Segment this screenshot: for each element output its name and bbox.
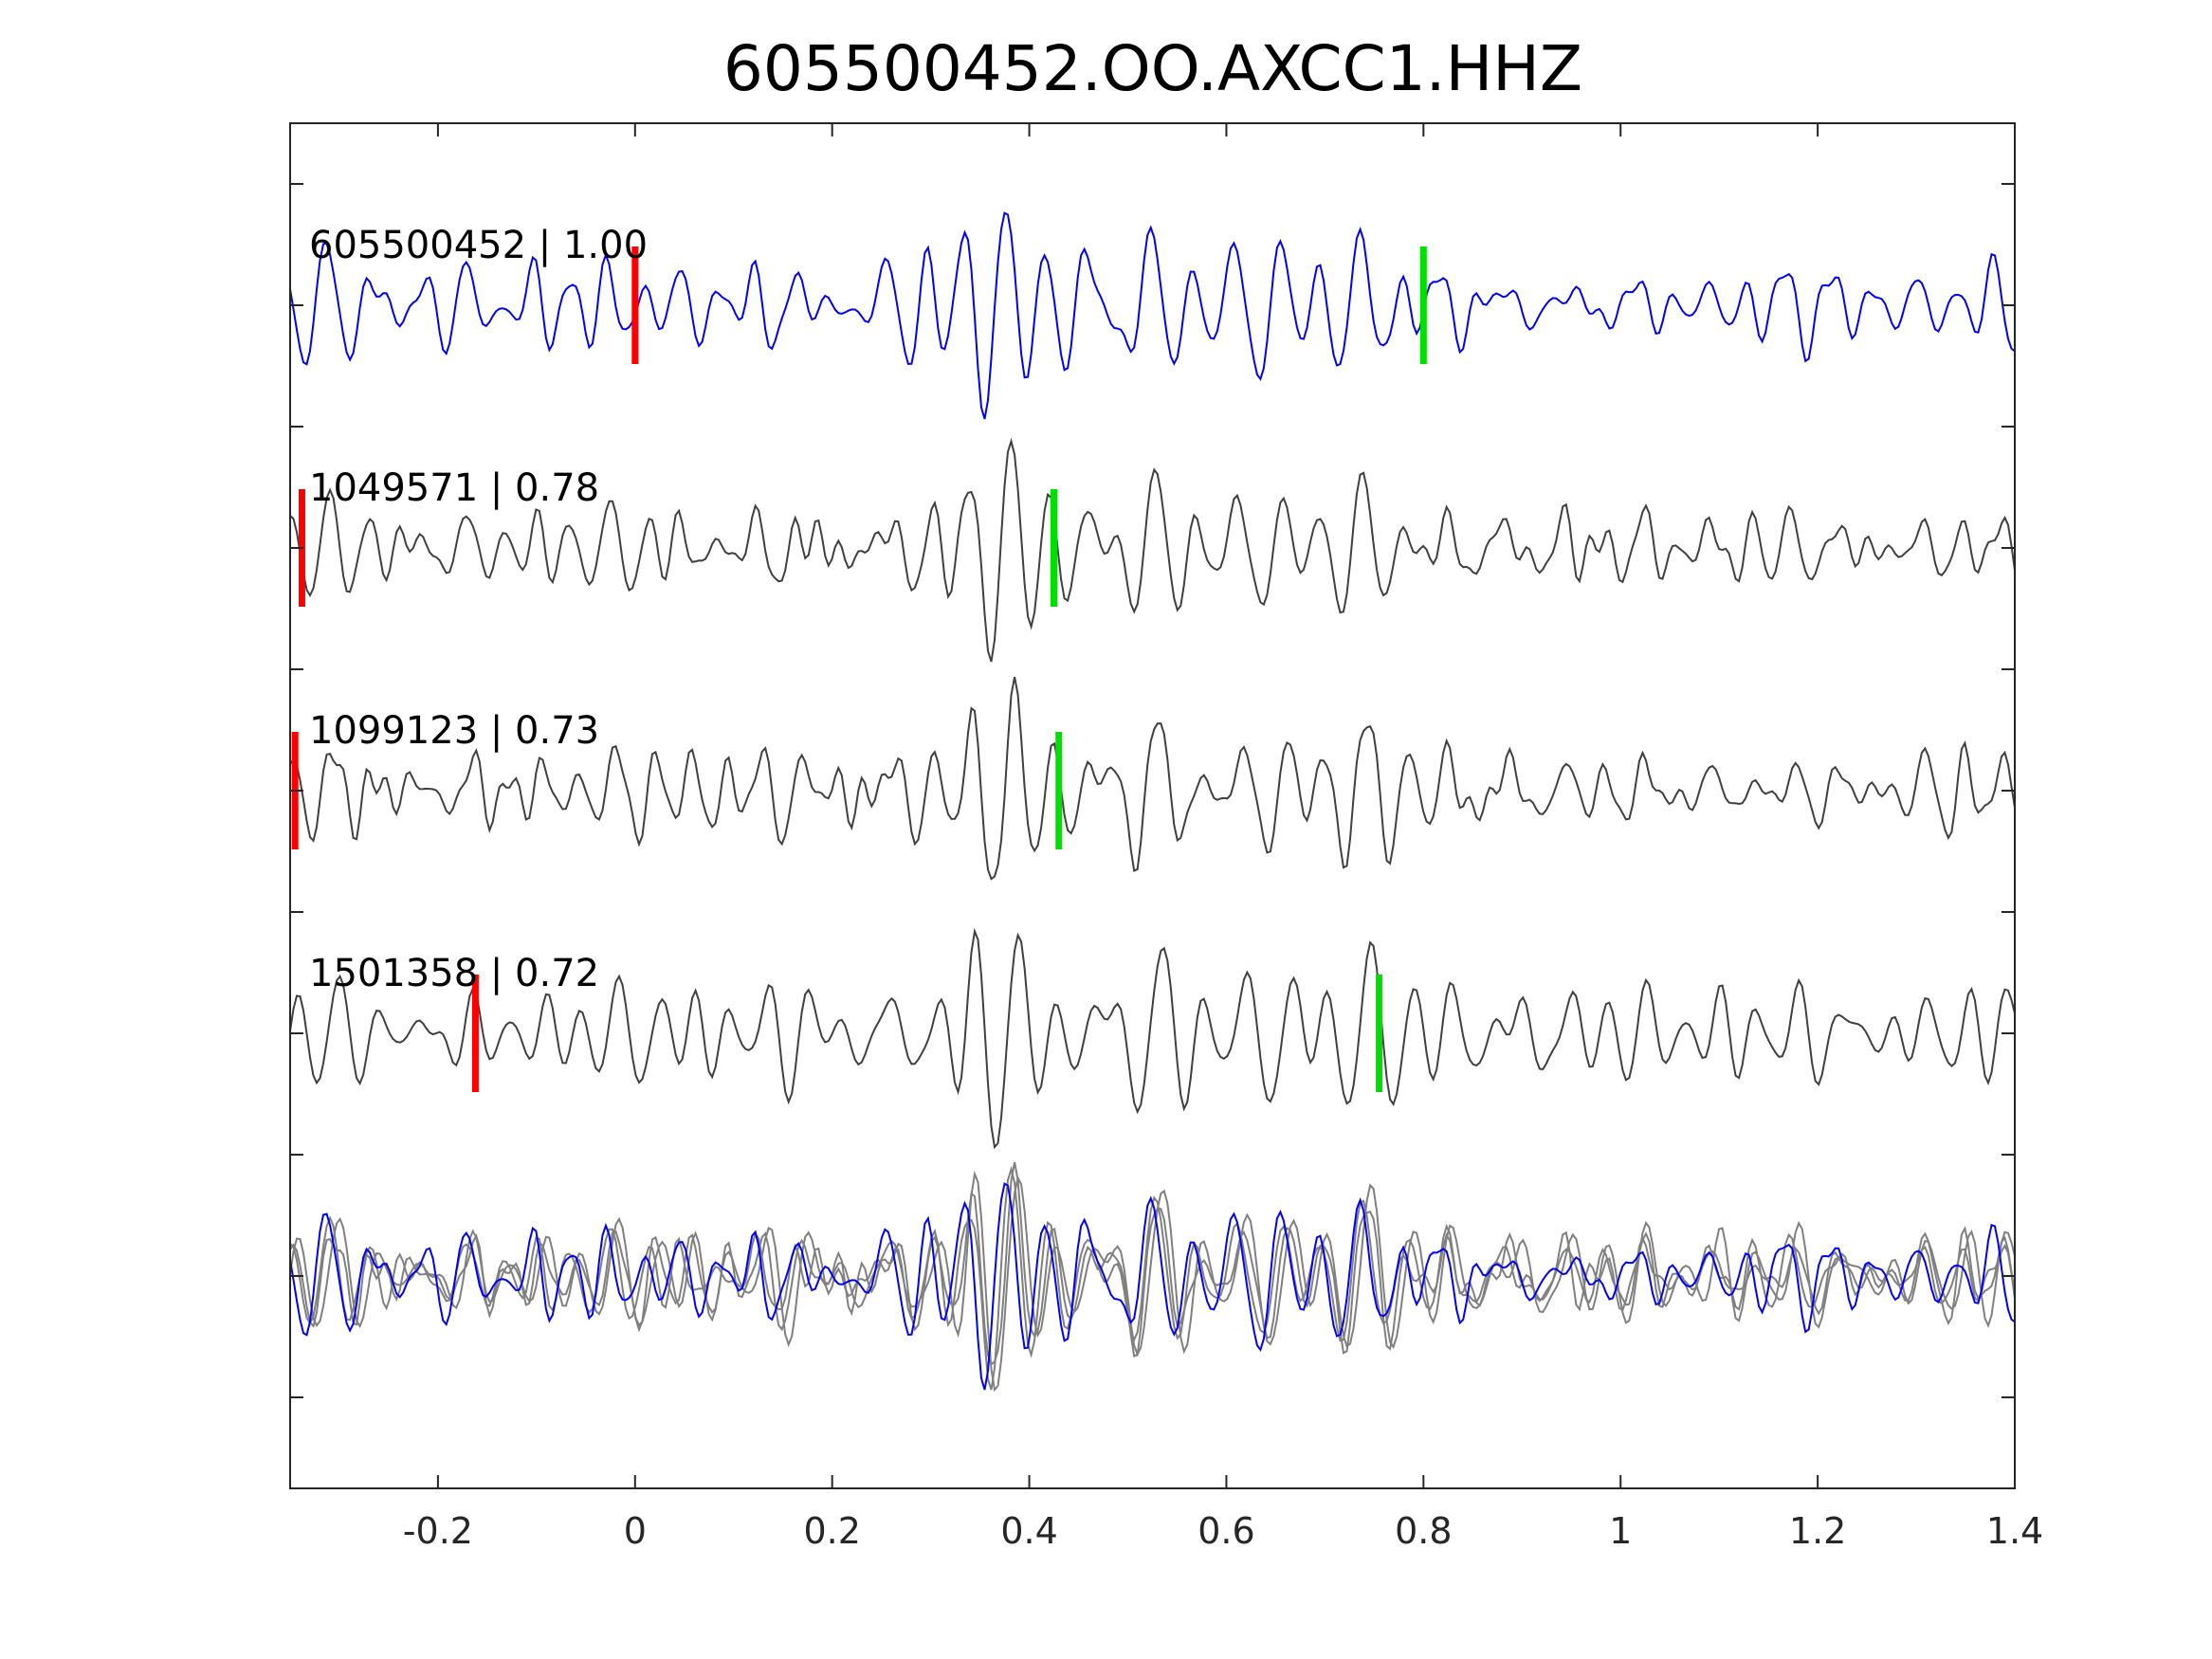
trace-label-1099123: 1099123 | 0.73	[309, 709, 599, 753]
stack-layer	[289, 1161, 2016, 1393]
x-tick-label: 0.8	[1395, 1510, 1452, 1552]
trace-label-605500452: 605500452 | 1.00	[309, 224, 648, 267]
x-tick-label: 0.4	[1000, 1510, 1057, 1552]
chart-title: 605500452.OO.AXCC1.HHZ	[723, 32, 1582, 105]
x-tick-label: 0.6	[1197, 1510, 1254, 1552]
x-tick-label: 1.2	[1789, 1510, 1846, 1552]
trace-line-1099123	[289, 676, 2016, 881]
ticks-layer: -0.2 0 0.2 0.4 0.6 0.8 1 1.2 1.4	[290, 123, 2043, 1552]
trace-label-1501358: 1501358 | 0.72	[309, 952, 599, 995]
trace-line-605500452	[289, 211, 2016, 420]
x-tick-label: 1	[1609, 1510, 1632, 1552]
x-tick-label: 0	[624, 1510, 647, 1552]
x-tick-label: 1.4	[1986, 1510, 2043, 1552]
picks-layer	[291, 246, 1427, 1092]
trace-line-1501358	[289, 927, 2016, 1150]
x-tick-label: -0.2	[403, 1510, 473, 1552]
stack-master-line	[289, 1182, 2016, 1391]
labels-layer: 605500452 | 1.00 1049571 | 0.78 1099123 | …	[309, 224, 648, 995]
plot-frame	[289, 122, 2016, 1489]
x-tick-label: 0.2	[803, 1510, 860, 1552]
trace-label-1049571: 1049571 | 0.78	[309, 466, 599, 510]
traces-layer	[289, 211, 2016, 1150]
stack-overlay-line	[289, 1170, 2016, 1393]
trace-line-1049571	[289, 437, 2016, 663]
stack-overlay-line	[289, 1161, 2016, 1366]
